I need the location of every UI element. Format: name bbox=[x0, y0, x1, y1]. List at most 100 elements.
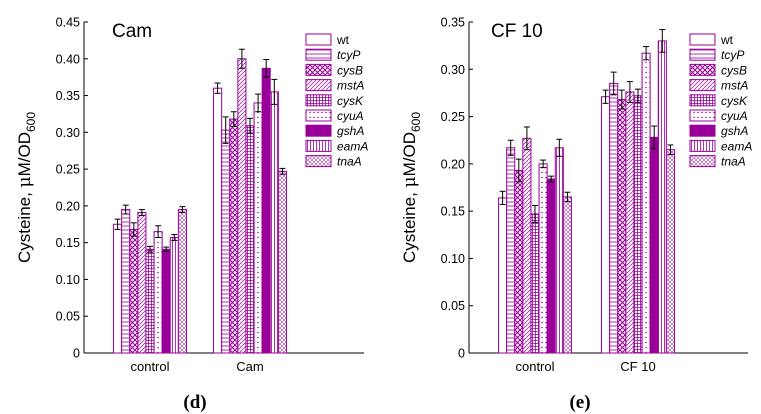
legend-label: mstA bbox=[721, 79, 748, 93]
legend-swatch-cysB bbox=[689, 63, 716, 76]
bar-mstA bbox=[625, 91, 635, 354]
bar-cyuA bbox=[641, 52, 651, 354]
bar-cyuA bbox=[253, 102, 263, 354]
bar-gshA bbox=[546, 178, 556, 354]
bar-tnaA bbox=[562, 196, 572, 354]
bar-wt bbox=[601, 96, 611, 354]
y-tick-label: 0.05 bbox=[56, 310, 80, 324]
y-tick-label: 0.10 bbox=[56, 273, 80, 287]
bar-gshA bbox=[261, 67, 271, 354]
legend-swatch-mstA bbox=[305, 79, 332, 92]
bar-cysB bbox=[617, 99, 627, 354]
legend-swatch-tcyP bbox=[305, 48, 332, 61]
y-axis-label-unit: M/OD bbox=[400, 132, 419, 176]
bar-tcyP bbox=[121, 209, 131, 354]
y-tick-label: 0.15 bbox=[441, 205, 465, 219]
legend-label: tnaA bbox=[721, 155, 746, 169]
bar-eamA bbox=[269, 91, 279, 354]
legend-label: cyuA bbox=[721, 109, 748, 123]
legend-swatch-cysB bbox=[305, 63, 332, 76]
y-tick-label: 0 bbox=[73, 347, 80, 361]
y-tick-label: 0.25 bbox=[56, 163, 80, 177]
legend-label: tnaA bbox=[337, 155, 362, 169]
y-axis-label-subscript: 600 bbox=[24, 112, 38, 132]
category-label: control bbox=[515, 359, 554, 374]
legend-label: eamA bbox=[721, 139, 752, 153]
legend-label: wt bbox=[336, 33, 350, 47]
bar-cyuA bbox=[538, 163, 548, 354]
bar-cysK bbox=[245, 125, 255, 354]
y-axis-label-unit: M/OD bbox=[15, 132, 34, 176]
legend-swatch-eamA bbox=[305, 139, 332, 152]
category-label: Cam bbox=[236, 359, 263, 374]
y-tick-label: 0.05 bbox=[441, 299, 465, 313]
bar-eamA bbox=[169, 237, 179, 354]
legend-swatch-cysK bbox=[305, 94, 332, 107]
legend-label: gshA bbox=[721, 124, 748, 138]
chart-cam: 0 0.05 0.10 0.15 0.20 0.25 0.30 0.35 0.40 0.45 con… bbox=[15, 16, 368, 375]
legend-swatch-wt bbox=[689, 33, 716, 46]
y-tick-label: 0.15 bbox=[56, 236, 80, 250]
bar-tnaA bbox=[277, 170, 287, 354]
legend-swatch-cysK bbox=[689, 94, 716, 107]
y-axis-label-mu: μ bbox=[15, 176, 35, 187]
legend-swatch-gshA bbox=[689, 124, 716, 137]
legend-label: cysK bbox=[337, 94, 364, 108]
bar-gshA bbox=[649, 136, 659, 354]
chart-cf10: 0 0.05 0.10 0.15 0.20 0.25 0.30 0.35 control CF 1… bbox=[400, 16, 752, 375]
legend-label: gshA bbox=[337, 124, 364, 138]
legend-swatch-tnaA bbox=[689, 155, 716, 168]
bar-wt bbox=[113, 223, 123, 354]
legend-label: eamA bbox=[337, 139, 368, 153]
chart-title: Cam bbox=[112, 21, 152, 42]
bar-gshA bbox=[161, 248, 171, 354]
y-tick-label: 0.40 bbox=[56, 52, 80, 66]
legend-label: cysB bbox=[721, 63, 747, 77]
y-axis-label-subscript: 600 bbox=[409, 112, 423, 132]
bar-cysK bbox=[145, 248, 155, 354]
bar-cysK bbox=[530, 213, 540, 354]
legend-label: wt bbox=[720, 33, 734, 47]
panel-label-d: (d) bbox=[183, 392, 206, 413]
y-tick-label: 0.35 bbox=[56, 89, 80, 103]
bar-cyuA bbox=[153, 231, 163, 354]
y-axis-label-mu: μ bbox=[400, 176, 420, 187]
y-tick-label: 0.30 bbox=[441, 63, 465, 77]
bar-cysK bbox=[633, 95, 643, 354]
y-tick-label: 0.20 bbox=[56, 199, 80, 213]
legend-label: tcyP bbox=[721, 48, 744, 62]
panel-label-e: (e) bbox=[569, 392, 590, 413]
bar-mstA bbox=[237, 58, 247, 354]
bar-tcyP bbox=[506, 147, 516, 354]
bar-tcyP bbox=[221, 129, 231, 354]
bar-cysB bbox=[129, 228, 139, 354]
legend-swatch-wt bbox=[305, 33, 332, 46]
legend-swatch-mstA bbox=[689, 79, 716, 92]
legend-swatch-cyuA bbox=[689, 109, 716, 122]
y-tick-label: 0.35 bbox=[441, 16, 465, 30]
y-tick-label: 0.10 bbox=[441, 252, 465, 266]
chart-title: CF 10 bbox=[491, 21, 543, 42]
legend-swatch-tnaA bbox=[305, 155, 332, 168]
bar-mstA bbox=[522, 137, 532, 354]
y-axis-label: Cysteine, μM/OD600 bbox=[400, 112, 423, 263]
legend-swatch-eamA bbox=[689, 139, 716, 152]
y-axis-label-text: Cysteine, bbox=[400, 187, 419, 263]
legend-label: tcyP bbox=[337, 48, 360, 62]
legend-label: cyuA bbox=[337, 109, 364, 123]
bar-tnaA bbox=[177, 209, 187, 354]
legend-label: mstA bbox=[337, 79, 364, 93]
bar-mstA bbox=[137, 212, 147, 354]
category-label: control bbox=[130, 359, 169, 374]
y-axis-label-text: Cysteine, bbox=[15, 187, 34, 263]
bar-eamA bbox=[657, 40, 667, 354]
legend-swatch-cyuA bbox=[305, 109, 332, 122]
bar-cysB bbox=[229, 118, 239, 354]
bar-tcyP bbox=[609, 82, 619, 354]
y-tick-label: 0.25 bbox=[441, 110, 465, 124]
legend-swatch-gshA bbox=[305, 124, 332, 137]
y-tick-label: 0 bbox=[458, 347, 465, 361]
bar-wt bbox=[213, 87, 223, 354]
y-tick-label: 0.45 bbox=[56, 16, 80, 30]
